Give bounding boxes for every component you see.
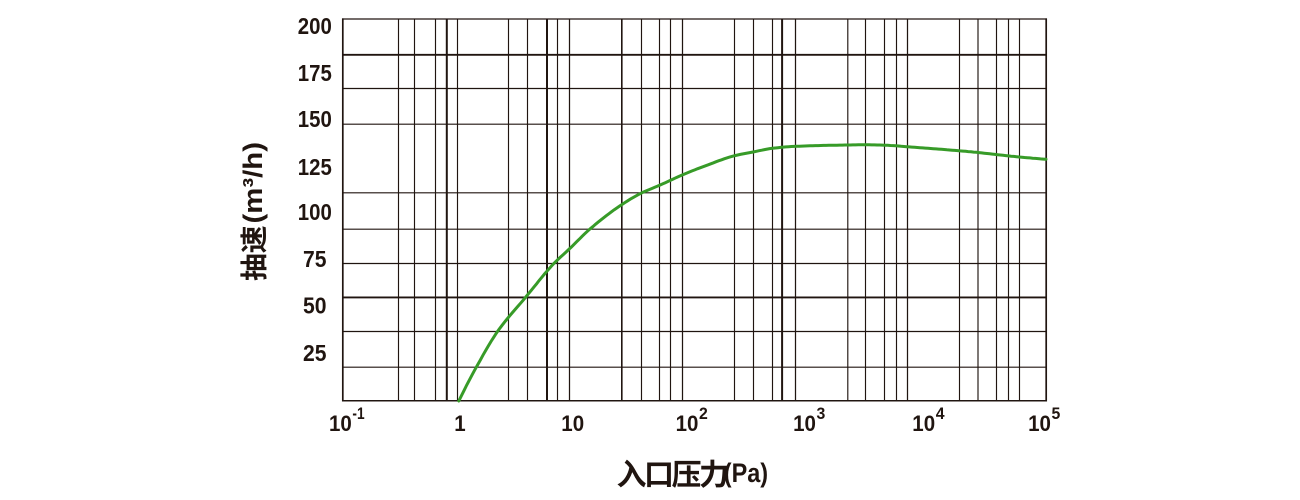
svg-text:2: 2 xyxy=(699,404,708,423)
svg-text:10: 10 xyxy=(676,411,699,436)
svg-text:(m³/h): (m³/h) xyxy=(238,142,268,224)
svg-text:10: 10 xyxy=(912,411,935,436)
svg-text:125: 125 xyxy=(298,154,332,180)
svg-text:5: 5 xyxy=(1052,404,1061,423)
svg-text:25: 25 xyxy=(303,340,327,366)
svg-text:3: 3 xyxy=(817,404,826,423)
svg-text:10: 10 xyxy=(561,411,584,436)
svg-text:10: 10 xyxy=(329,411,352,436)
svg-text:10: 10 xyxy=(793,411,816,436)
svg-text:-1: -1 xyxy=(352,404,364,423)
svg-text:100: 100 xyxy=(298,199,332,225)
svg-text:50: 50 xyxy=(303,293,327,319)
svg-text:75: 75 xyxy=(303,246,327,272)
svg-text:(Pa): (Pa) xyxy=(724,458,768,488)
svg-text:10: 10 xyxy=(1028,411,1051,436)
svg-text:1: 1 xyxy=(454,411,465,436)
svg-text:150: 150 xyxy=(298,106,332,132)
svg-text:175: 175 xyxy=(298,60,332,86)
svg-text:200: 200 xyxy=(298,13,332,39)
svg-text:4: 4 xyxy=(936,404,945,423)
